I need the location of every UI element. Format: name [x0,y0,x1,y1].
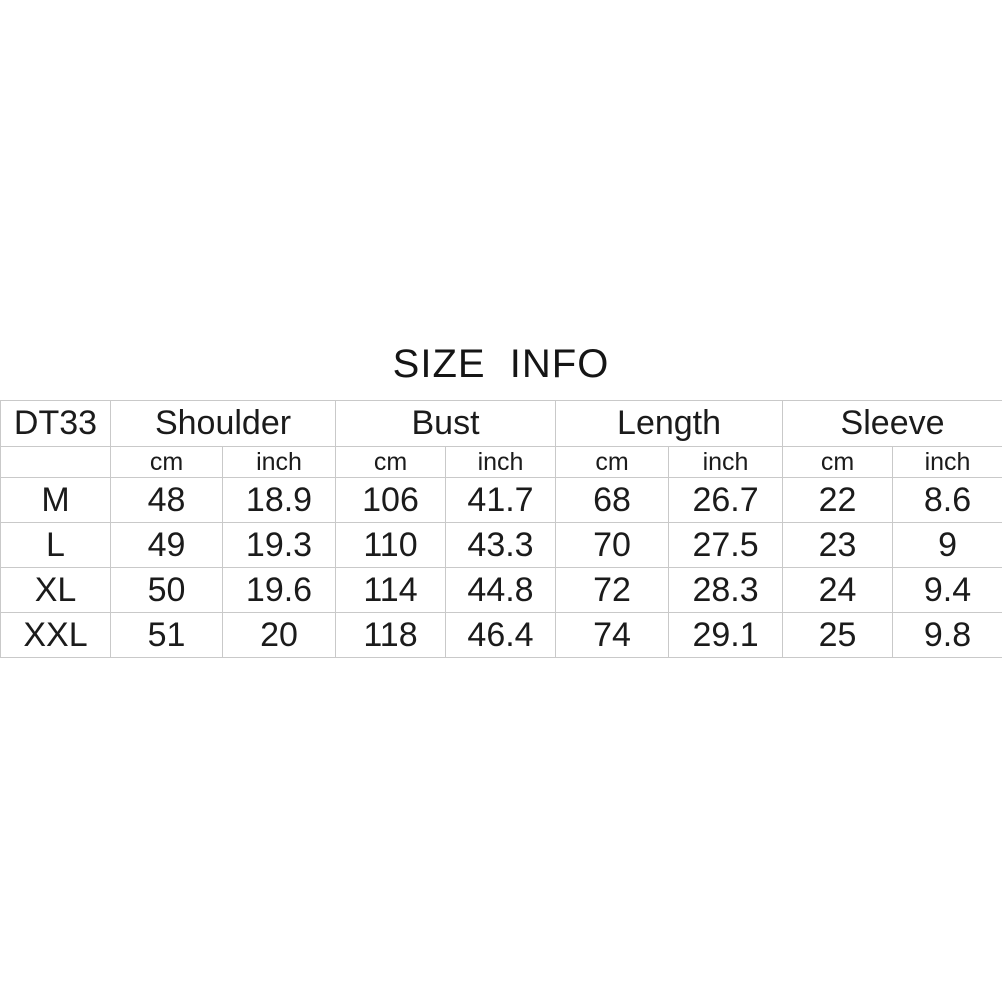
value-cell: 51 [110,612,223,658]
value-cell: 22 [782,477,894,523]
value-cell: 68 [555,477,670,523]
value-cell: 19.3 [221,522,337,568]
column-group-length: Length [555,400,784,447]
value-cell: 43.3 [445,522,557,568]
unit-inch-cell: inch [892,446,1002,478]
empty-cell [0,446,111,478]
table-row-xl: XL 50 19.6 114 44.8 72 28.3 24 9.4 [0,567,1002,613]
unit-cm-cell: cm [335,446,447,478]
unit-cm-cell: cm [555,446,670,478]
value-cell: 8.6 [892,477,1002,523]
size-label-cell: XXL [0,612,111,658]
value-cell: 20 [221,612,337,658]
table-row-xxl: XXL 51 20 118 46.4 74 29.1 25 9.8 [0,612,1002,658]
value-cell: 28.3 [668,567,784,613]
value-cell: 9.8 [892,612,1002,658]
value-cell: 9 [892,522,1002,568]
unit-cm-cell: cm [782,446,894,478]
size-label-cell: M [0,477,111,523]
column-group-shoulder: Shoulder [109,400,337,447]
value-cell: 9.4 [892,567,1002,613]
unit-inch-cell: inch [221,446,337,478]
value-cell: 19.6 [221,567,337,613]
table-row-l: L 49 19.3 110 43.3 70 27.5 23 9 [0,522,1002,568]
value-cell: 23 [782,522,894,568]
size-label-cell: L [0,522,111,568]
value-cell: 106 [335,477,447,523]
header-row: DT33 Shoulder Bust Length Sleeve [0,400,1002,447]
unit-cm-cell: cm [110,446,223,478]
value-cell: 26.7 [668,477,784,523]
unit-inch-cell: inch [445,446,557,478]
value-cell: 118 [335,612,447,658]
value-cell: 74 [555,612,670,658]
column-group-sleeve: Sleeve [782,400,1002,447]
page-title: SIZE INFO [392,342,610,386]
model-code-cell: DT33 [0,400,111,447]
value-cell: 114 [335,567,447,613]
value-cell: 44.8 [445,567,557,613]
size-chart-table: DT33 Shoulder Bust Length Sleeve cm inch… [0,400,1002,658]
value-cell: 29.1 [668,612,784,658]
value-cell: 46.4 [445,612,557,658]
units-row: cm inch cm inch cm inch cm inch [0,446,1002,478]
unit-inch-cell: inch [668,446,784,478]
value-cell: 49 [110,522,223,568]
value-cell: 72 [555,567,670,613]
column-group-bust: Bust [335,400,557,447]
value-cell: 70 [555,522,670,568]
value-cell: 50 [110,567,223,613]
value-cell: 18.9 [221,477,337,523]
value-cell: 25 [782,612,894,658]
value-cell: 110 [335,522,447,568]
value-cell: 24 [782,567,894,613]
value-cell: 48 [110,477,223,523]
value-cell: 41.7 [445,477,557,523]
size-label-cell: XL [0,567,111,613]
table-row-m: M 48 18.9 106 41.7 68 26.7 22 8.6 [0,477,1002,523]
value-cell: 27.5 [668,522,784,568]
